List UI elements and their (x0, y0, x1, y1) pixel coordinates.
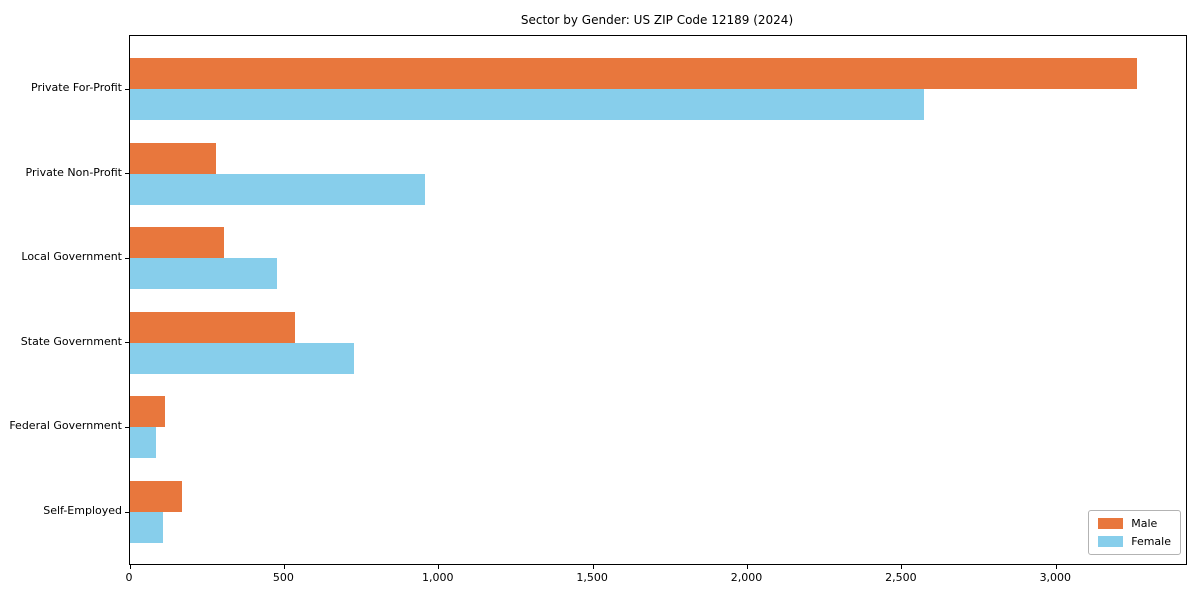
x-tick-label-3000: 3,000 (1039, 571, 1072, 584)
plot-area: Male Female (125, 35, 1187, 569)
x-tick-label-1500: 1,500 (576, 571, 608, 584)
legend-item-female: Female (1098, 536, 1171, 547)
x-tick-1500 (592, 564, 594, 569)
bar-female-local-government (130, 258, 277, 290)
bar-female-federal-government (130, 427, 156, 459)
x-tick-label-2000: 2,000 (730, 571, 763, 584)
y-label-local-government: Local Government (21, 250, 122, 264)
x-tick-label-500: 500 (272, 571, 294, 584)
chart-title: Sector by Gender: US ZIP Code 12189 (202… (520, 13, 794, 27)
bar-male-state-government (130, 311, 296, 343)
x-tick-3000 (1055, 564, 1057, 569)
legend-label-female: Female (1131, 535, 1171, 548)
y-tick-self-employed (125, 511, 129, 513)
y-tick-state-government (125, 342, 129, 344)
y-label-private-non-profit: Private Non-Profit (25, 165, 122, 179)
y-label-federal-government: Federal Government (9, 419, 122, 433)
bar-female-self-employed (130, 512, 164, 543)
x-tick-label-0: 0 (125, 571, 133, 584)
legend: Male Female (1088, 510, 1181, 555)
bar-female-private-non-profit (130, 173, 425, 205)
bar-male-private-non-profit (130, 142, 217, 174)
x-tick-500 (283, 564, 285, 569)
y-label-private-for-profit: Private For-Profit (31, 81, 122, 94)
bar-male-federal-government (130, 396, 165, 428)
x-tick-label-1000: 1,000 (422, 571, 454, 584)
x-tick-2500 (901, 564, 903, 569)
y-tick-federal-government (125, 426, 129, 428)
y-tick-private-non-profit (125, 173, 129, 175)
x-tick-0 (129, 564, 131, 569)
y-tick-local-government (125, 257, 129, 259)
legend-label-male: Male (1131, 517, 1158, 530)
bar-female-state-government (130, 342, 354, 374)
y-tick-private-for-profit (125, 88, 129, 90)
x-tick-label-2500: 2,500 (885, 571, 917, 584)
legend-item-male: Male (1098, 518, 1171, 529)
bar-male-private-for-profit (130, 58, 1137, 89)
legend-swatch-female-icon (1098, 536, 1124, 547)
bar-female-private-for-profit (130, 89, 924, 120)
y-label-self-employed: Self-Employed (43, 504, 122, 517)
bar-male-self-employed (130, 481, 183, 512)
x-tick-2000 (747, 564, 749, 569)
bar-male-local-government (130, 227, 224, 259)
x-tick-1000 (438, 564, 440, 569)
legend-swatch-male-icon (1098, 518, 1124, 529)
y-label-state-government: State Government (20, 334, 122, 348)
